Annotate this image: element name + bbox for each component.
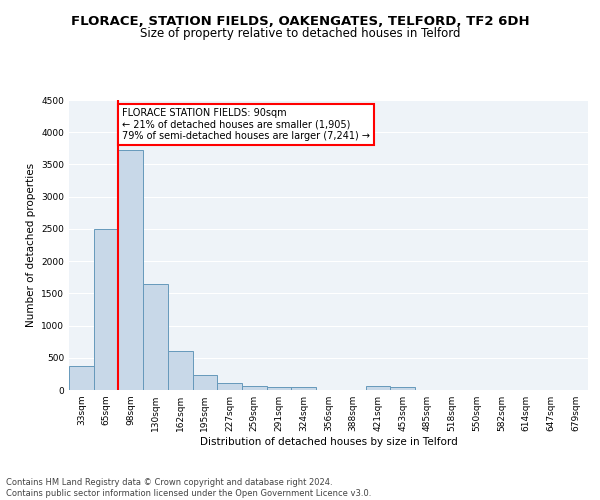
Text: FLORACE STATION FIELDS: 90sqm
← 21% of detached houses are smaller (1,905)
79% o: FLORACE STATION FIELDS: 90sqm ← 21% of d… — [122, 108, 370, 141]
Bar — [217, 383, 242, 390]
Bar — [168, 352, 193, 390]
Text: Contains HM Land Registry data © Crown copyright and database right 2024.
Contai: Contains HM Land Registry data © Crown c… — [6, 478, 371, 498]
Bar — [365, 386, 390, 390]
Bar — [69, 366, 94, 390]
Bar — [193, 374, 217, 390]
Bar — [242, 386, 267, 390]
Bar — [292, 387, 316, 390]
X-axis label: Distribution of detached houses by size in Telford: Distribution of detached houses by size … — [200, 437, 457, 447]
Text: FLORACE, STATION FIELDS, OAKENGATES, TELFORD, TF2 6DH: FLORACE, STATION FIELDS, OAKENGATES, TEL… — [71, 15, 529, 28]
Bar — [390, 387, 415, 390]
Bar — [267, 387, 292, 390]
Bar — [94, 229, 118, 390]
Text: Size of property relative to detached houses in Telford: Size of property relative to detached ho… — [140, 28, 460, 40]
Y-axis label: Number of detached properties: Number of detached properties — [26, 163, 35, 327]
Bar — [118, 150, 143, 390]
Bar — [143, 284, 168, 390]
